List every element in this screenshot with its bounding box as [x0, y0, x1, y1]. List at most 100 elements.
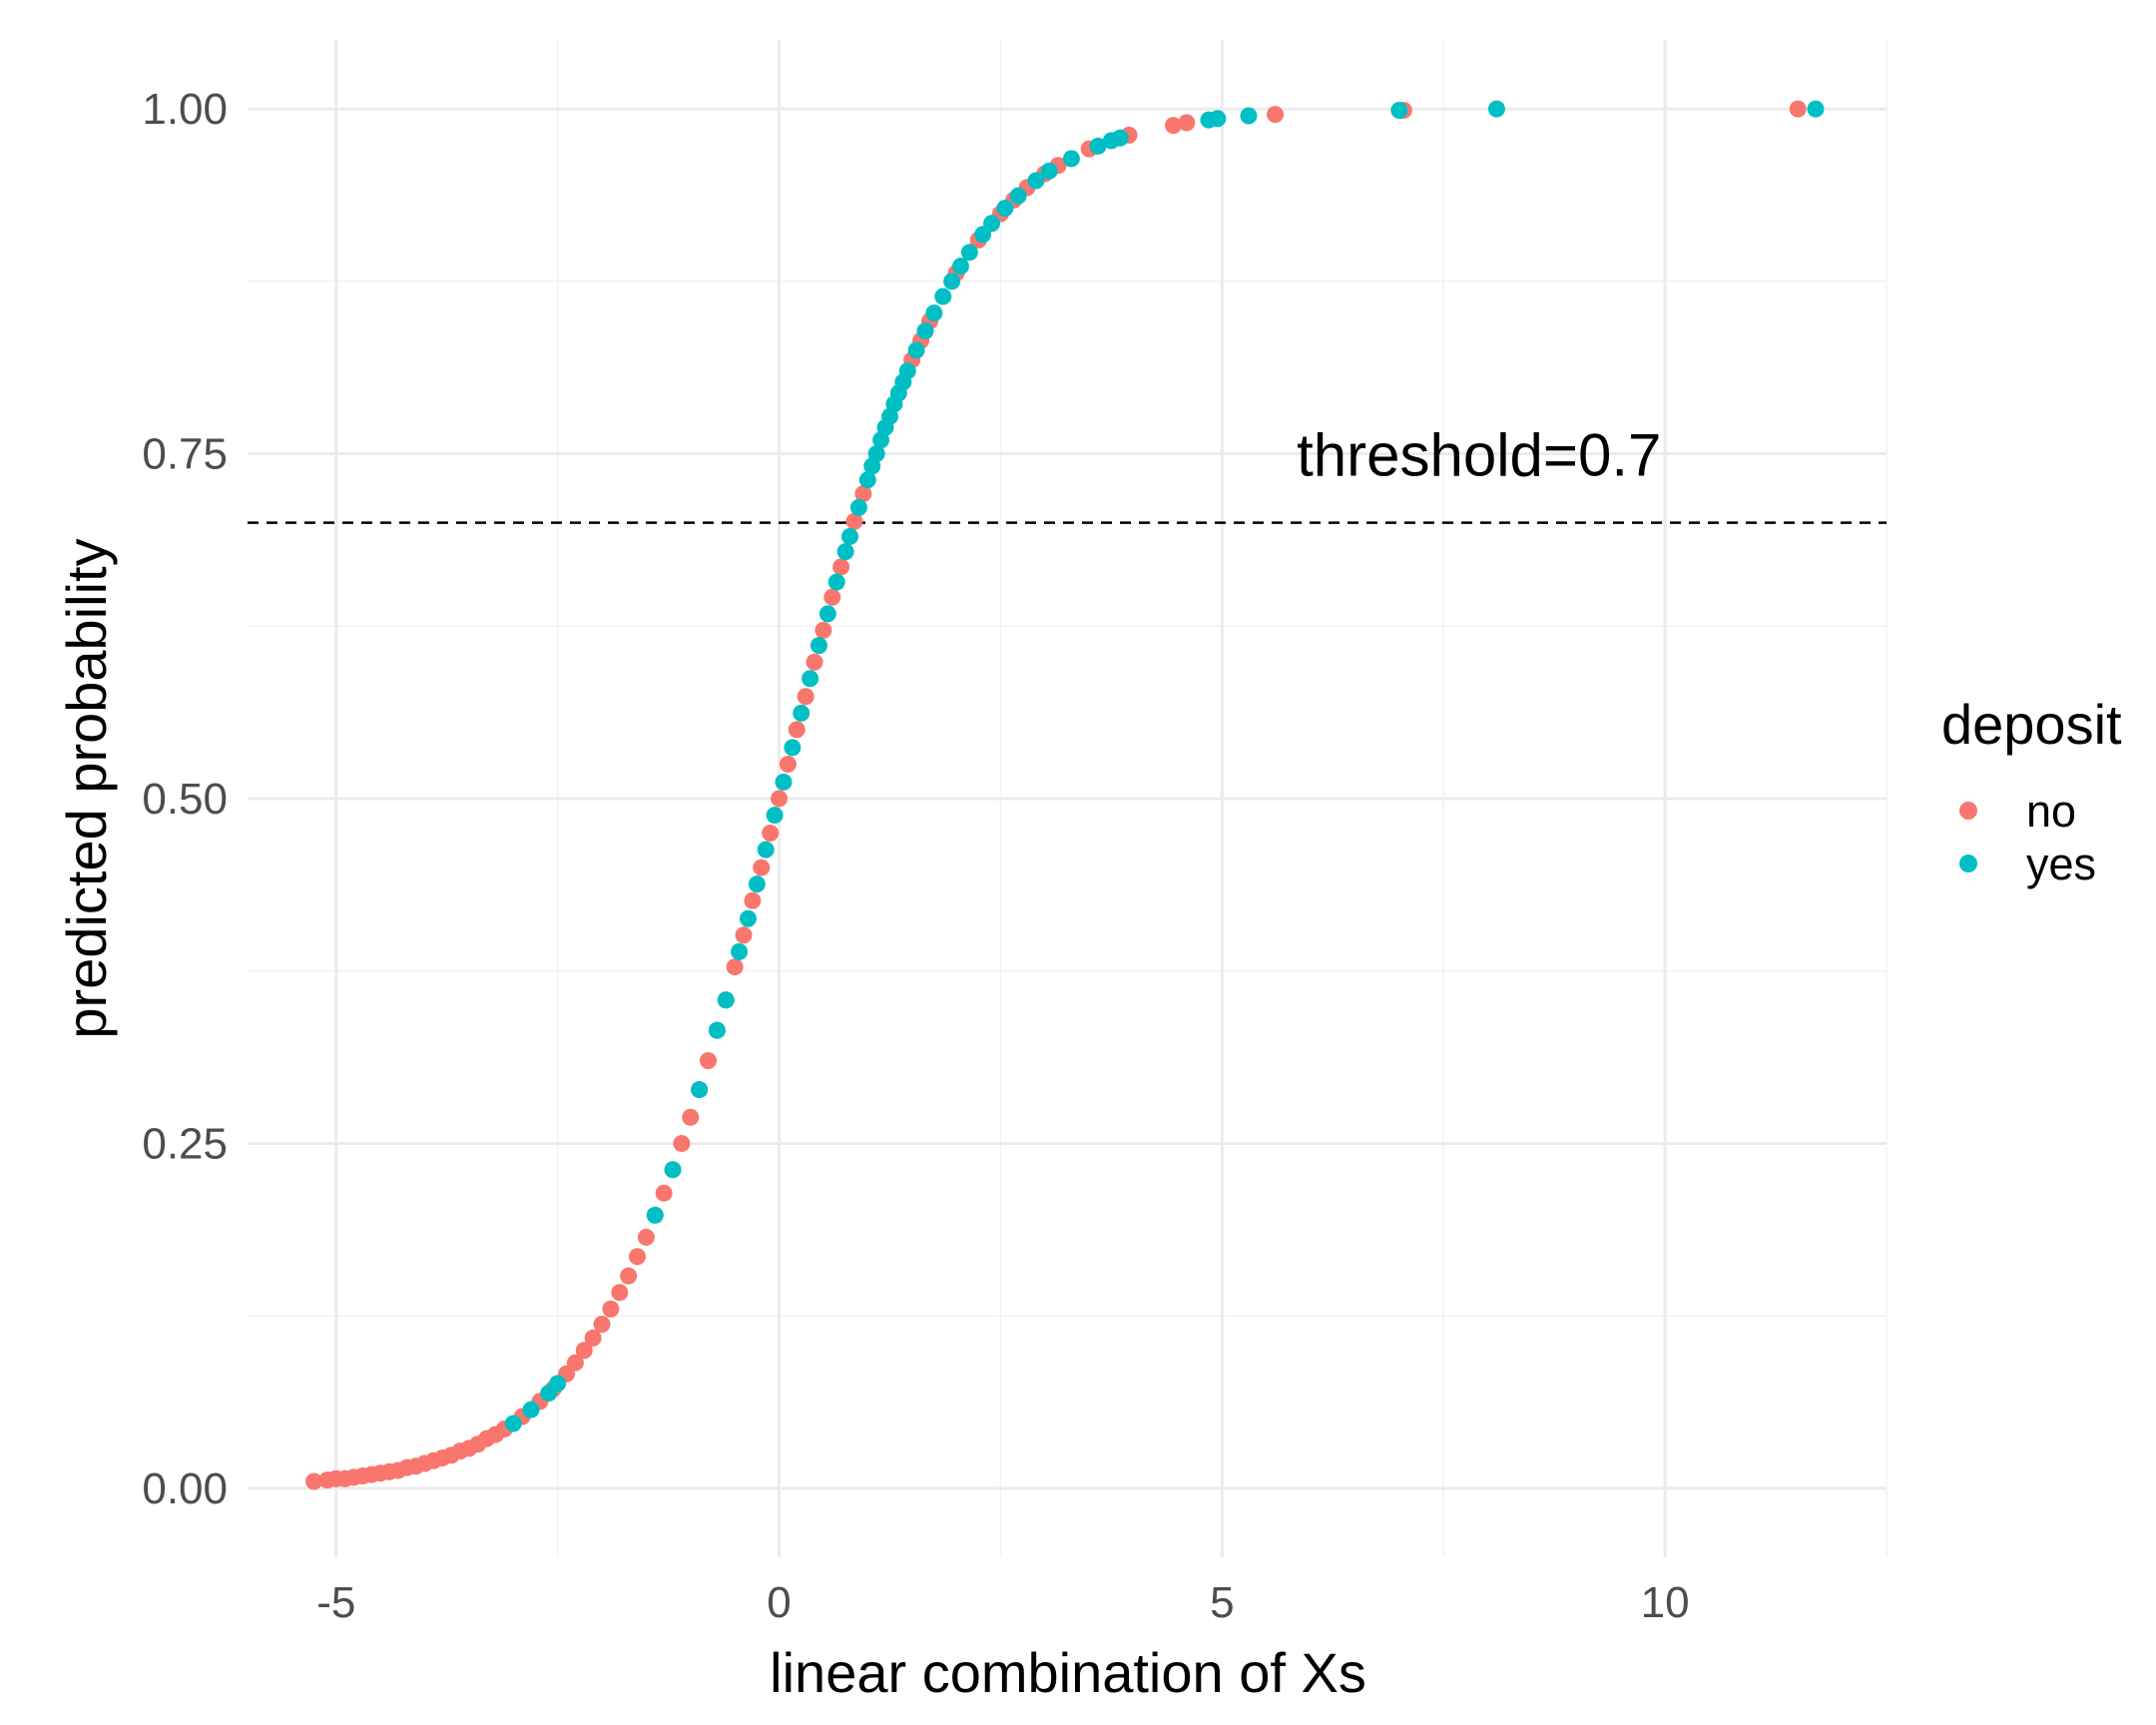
point-yes	[1209, 110, 1227, 128]
x-tick-label: 5	[1210, 1578, 1234, 1627]
point-no	[673, 1134, 691, 1152]
point-yes	[731, 942, 749, 960]
point-yes	[858, 471, 876, 489]
point-yes	[1807, 100, 1825, 118]
point-yes	[1027, 172, 1045, 190]
point-yes	[925, 304, 943, 322]
point-yes	[522, 1401, 540, 1419]
point-yes	[739, 909, 757, 927]
point-no	[620, 1267, 638, 1285]
point-yes	[934, 288, 952, 305]
point-yes	[775, 773, 793, 791]
point-no	[762, 825, 780, 843]
point-yes	[1111, 129, 1129, 147]
y-tick-label: 0.00	[142, 1464, 228, 1513]
point-no	[832, 558, 850, 576]
point-no	[753, 859, 771, 876]
legend-label-no: no	[2026, 786, 2076, 837]
point-yes	[664, 1161, 682, 1179]
point-yes	[1089, 137, 1107, 155]
point-yes	[907, 341, 925, 359]
point-no	[566, 1354, 584, 1372]
point-yes	[809, 637, 827, 655]
point-yes	[757, 841, 775, 859]
point-no	[593, 1315, 611, 1333]
point-no	[779, 755, 797, 773]
point-no	[823, 588, 841, 606]
point-no	[629, 1248, 647, 1266]
point-yes	[1040, 162, 1058, 180]
point-no	[771, 790, 789, 808]
y-axis-title: predicted probability	[55, 538, 118, 1038]
point-no	[845, 512, 863, 530]
y-tick-label: 0.25	[142, 1119, 228, 1168]
point-yes	[1240, 107, 1258, 125]
legend-title: deposit	[1941, 693, 2122, 756]
point-yes	[691, 1081, 709, 1099]
point-no	[735, 926, 753, 944]
legend-swatch-no	[1959, 802, 1977, 820]
point-no	[1178, 114, 1196, 132]
point-yes	[841, 527, 859, 545]
point-yes	[983, 215, 1001, 233]
legend-label-yes: yes	[2026, 839, 2096, 889]
point-yes	[849, 498, 867, 516]
point-yes	[1062, 150, 1080, 168]
point-no	[584, 1329, 602, 1347]
point-yes	[996, 200, 1014, 218]
minor-gridlines	[248, 40, 1887, 1557]
point-yes	[836, 543, 854, 561]
point-yes	[916, 322, 934, 340]
point-no	[788, 721, 806, 739]
point-no	[655, 1184, 673, 1202]
point-yes	[898, 362, 916, 380]
point-yes	[784, 739, 802, 757]
point-no	[602, 1300, 620, 1318]
point-yes	[748, 875, 766, 893]
x-axis-title: linear combination of Xs	[770, 1641, 1366, 1704]
legend-entry-yes: yes	[1959, 839, 2096, 889]
threshold-annotation: threshold=0.7	[1297, 422, 1661, 489]
point-no	[700, 1052, 718, 1070]
legend-entry-no: no	[1959, 786, 2076, 837]
y-tick-label: 1.00	[142, 85, 228, 134]
point-yes	[1009, 187, 1027, 205]
point-yes	[646, 1206, 664, 1224]
point-yes	[802, 670, 819, 688]
point-yes	[504, 1415, 522, 1433]
point-no	[1267, 106, 1285, 124]
point-no	[806, 653, 823, 671]
legend: deposit no yes	[1941, 693, 2122, 889]
point-yes	[818, 605, 836, 623]
point-yes	[549, 1375, 567, 1393]
point-no	[682, 1108, 700, 1126]
point-no	[575, 1342, 593, 1360]
point-no	[1789, 100, 1807, 118]
point-no	[611, 1284, 629, 1302]
point-no	[637, 1228, 655, 1246]
point-no	[726, 958, 744, 976]
data-points	[305, 100, 1825, 1490]
x-tick-label: 10	[1641, 1578, 1690, 1627]
point-yes	[1390, 101, 1408, 119]
point-yes	[943, 273, 961, 290]
point-no	[814, 621, 832, 639]
y-tick-label: 0.50	[142, 775, 228, 824]
legend-swatch-yes	[1959, 855, 1977, 872]
point-no	[305, 1472, 323, 1490]
x-tick-label: 0	[767, 1578, 791, 1627]
point-yes	[951, 258, 969, 276]
point-yes	[867, 445, 885, 463]
major-gridlines	[248, 40, 1886, 1557]
point-yes	[960, 244, 978, 262]
y-axis-ticks: 0.00 0.25 0.50 0.75 1.00	[142, 85, 228, 1513]
point-yes	[708, 1021, 726, 1039]
point-no	[797, 688, 814, 706]
x-tick-label: -5	[316, 1578, 355, 1627]
point-yes	[827, 573, 845, 591]
point-yes	[766, 807, 784, 825]
point-yes	[793, 704, 810, 722]
point-yes	[1487, 100, 1505, 118]
point-no	[1165, 117, 1183, 135]
